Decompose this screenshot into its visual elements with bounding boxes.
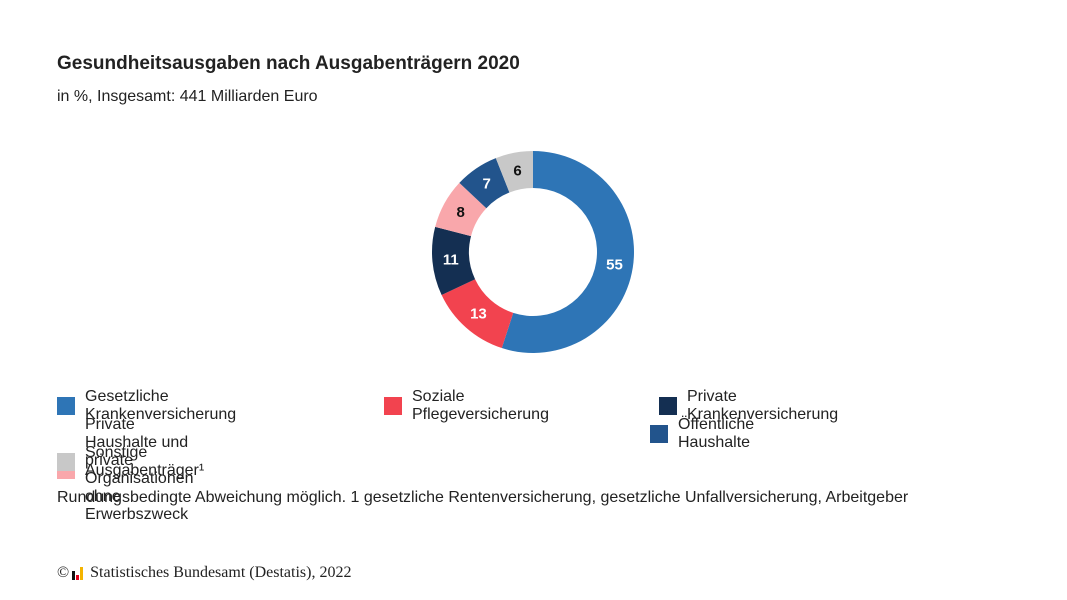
slice-label-5: 6 [513,162,521,179]
legend-item-oeffentliche-haushalte: Öffentliche Haushalte [650,416,754,452]
donut-slice-0 [501,151,634,353]
slice-label-4: 7 [482,175,490,192]
destatis-logo-icon [72,566,86,580]
legend-swatch [57,397,75,415]
legend-item-spv: Soziale Pflegeversicherung [384,388,549,424]
legend-item-sonstige: Sonstige Ausgabenträger¹ [57,444,204,480]
chart-subtitle: in %, Insgesamt: 441 Milliarden Euro [57,88,318,105]
donut-slice-5 [495,151,533,193]
copyright-symbol: © [57,564,70,581]
donut-slice-4 [459,158,510,209]
donut-slice-2 [431,226,476,296]
legend-swatch [57,453,75,471]
legend-item-gkv: Gesetzliche Krankenversicherung [57,388,236,424]
legend-label: Sonstige Ausgabenträger¹ [85,444,205,479]
footnote: Rundungsbedingte Abweichung möglich. 1 g… [57,489,909,506]
legend-item-private-haushalte: Private Haushalte und private Organisati… [57,416,194,524]
source-text: Statistisches Bundesamt (Destatis), 2022 [90,564,352,581]
legend-swatch [384,397,402,415]
legend-label: Private Krankenversicherung [687,388,839,423]
slice-label-0: 55 [606,256,623,273]
source-line: © Statistisches Bundesamt (Destatis), 20… [57,564,351,582]
donut-slice-1 [441,279,514,349]
legend-swatch [659,397,677,415]
legend-label: Soziale Pflegeversicherung [412,388,549,423]
legend-swatch [650,425,668,443]
legend-item-pkv: Private Krankenversicherung [659,388,838,424]
chart-title: Gesundheitsausgaben nach Ausgabenträgern… [57,53,520,74]
slice-label-3: 8 [457,204,465,221]
donut-slice-3 [435,182,487,237]
slice-label-1: 13 [470,305,487,322]
legend-label: Gesetzliche Krankenversicherung [85,388,237,423]
legend-label: Private Haushalte und private Organisati… [85,416,194,523]
slice-label-2: 11 [443,251,459,268]
legend-label: Öffentliche Haushalte [678,416,755,451]
